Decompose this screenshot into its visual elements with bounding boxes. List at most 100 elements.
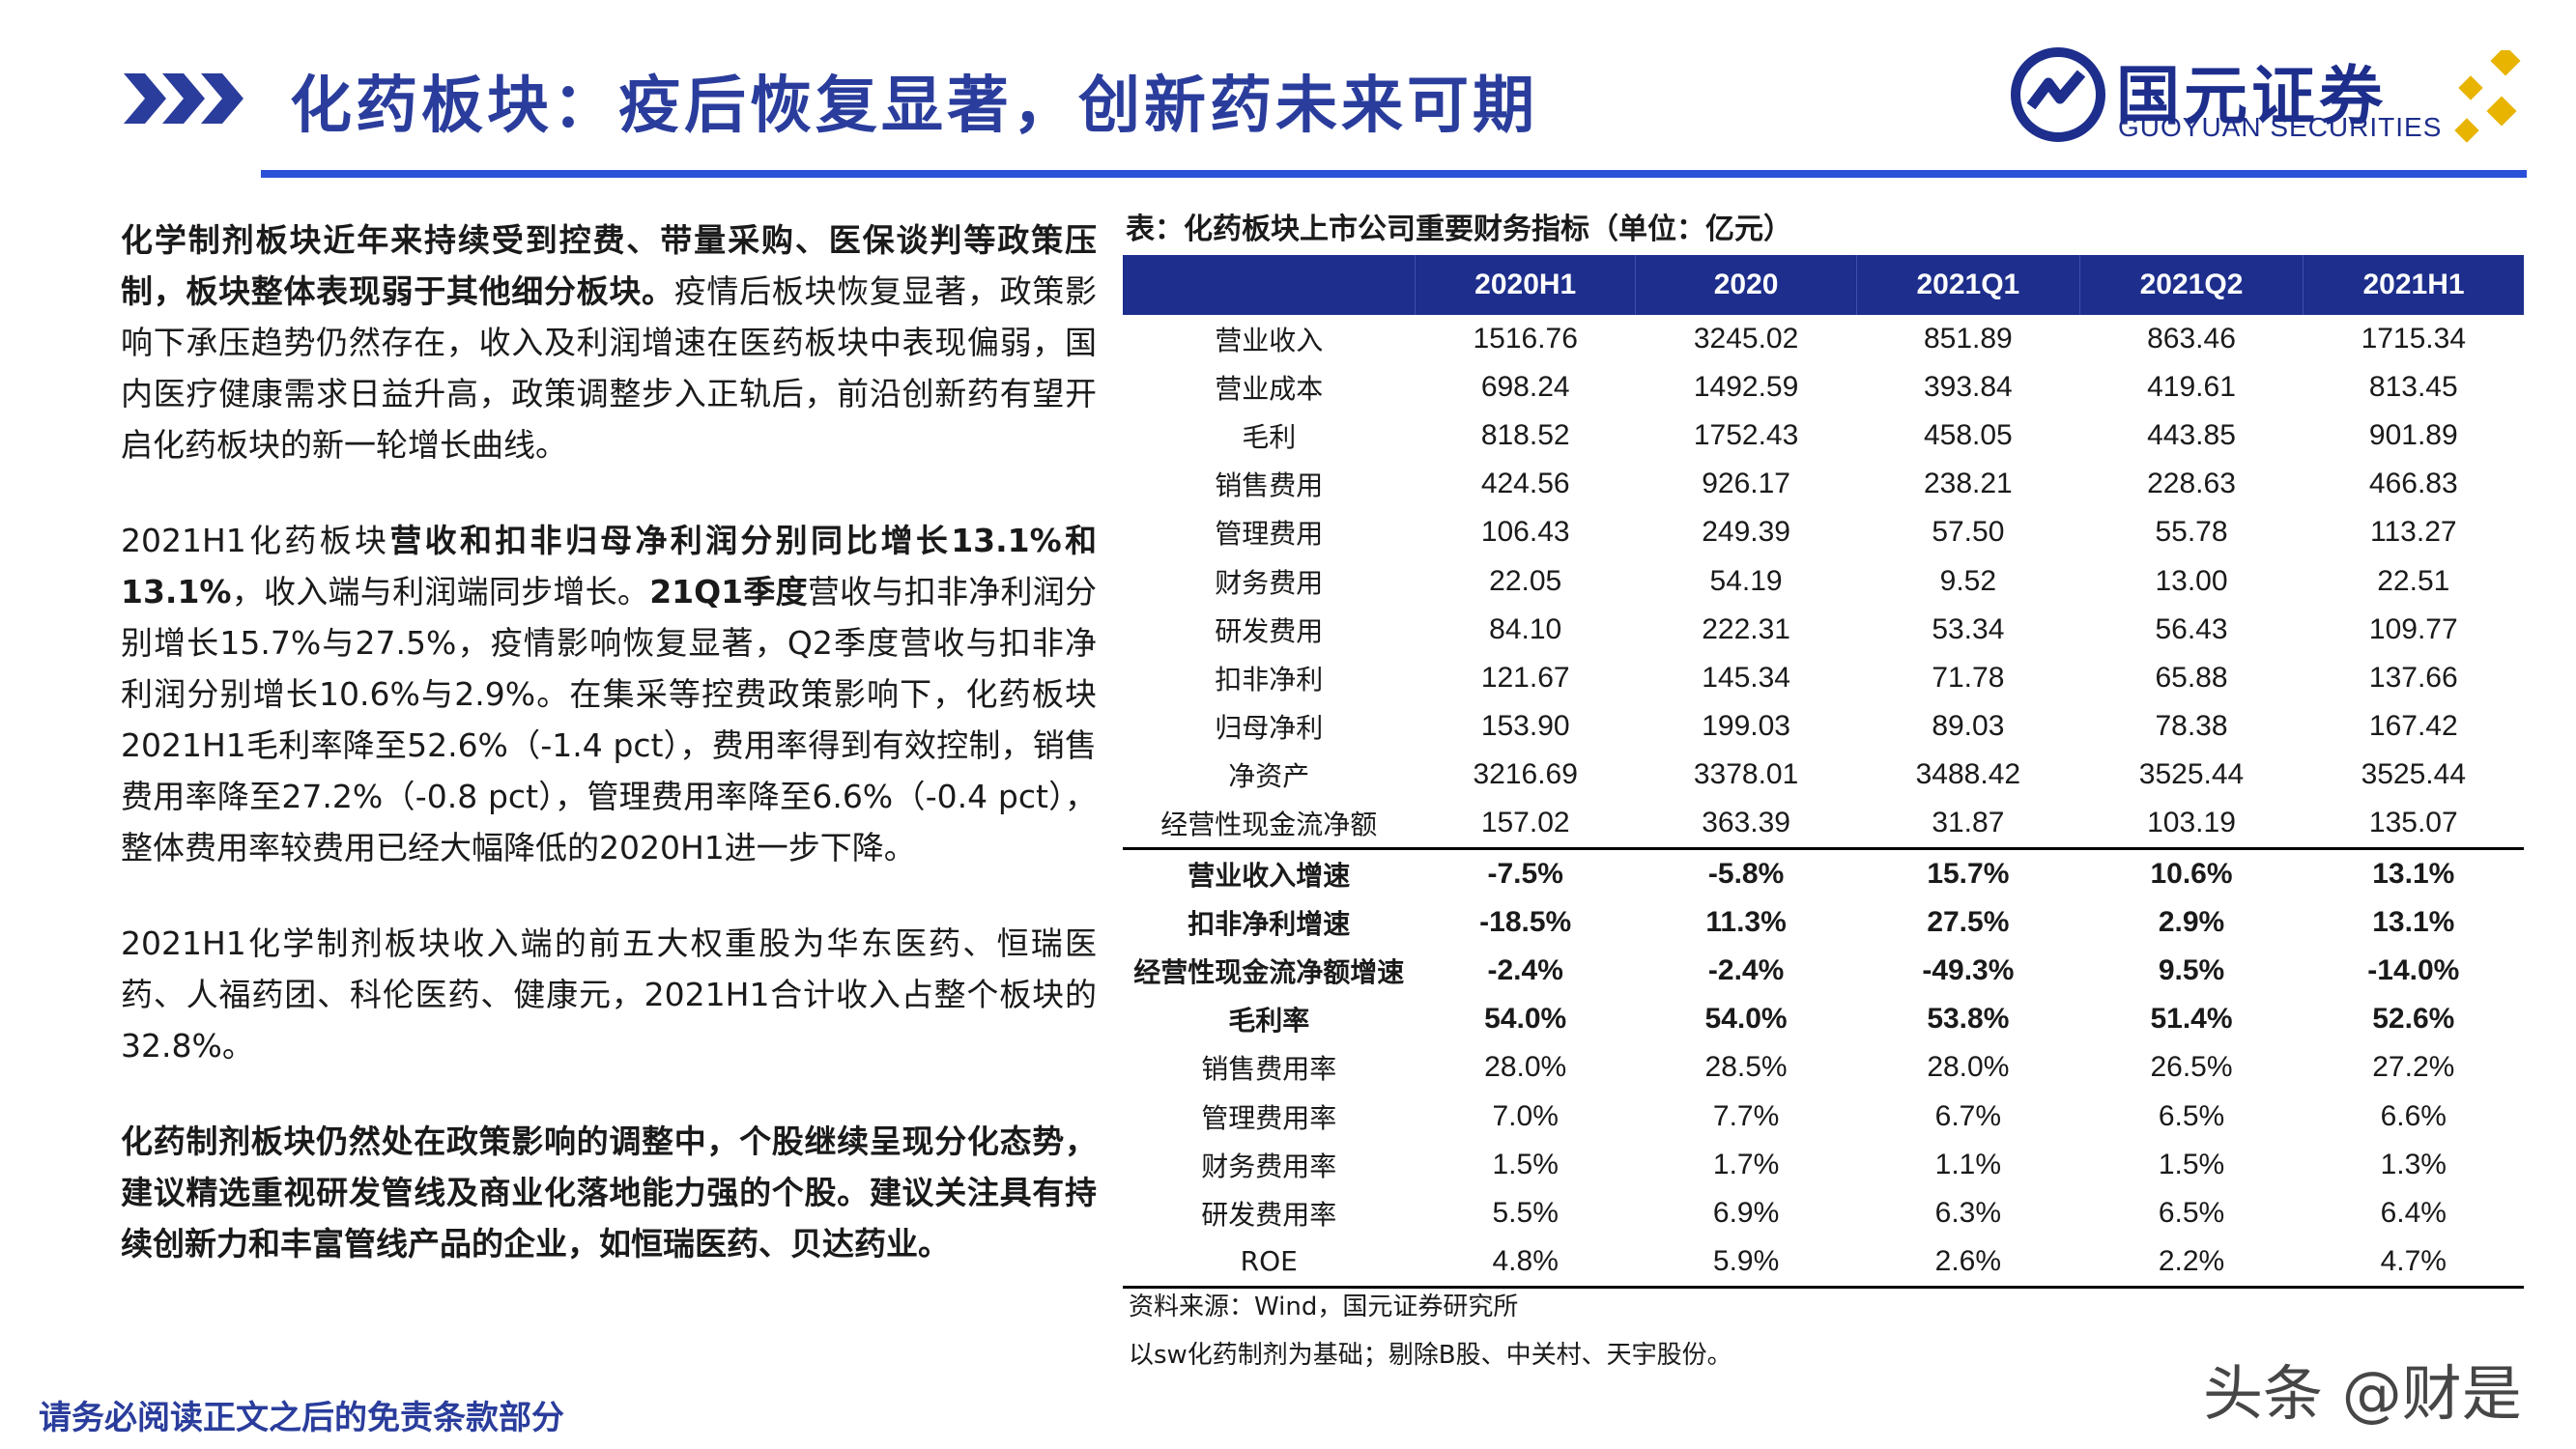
table-row: ROE 4.8% 5.9% 2.6% 2.2% 4.7% (1123, 1236, 2524, 1289)
table-cell: 926.17 (1702, 468, 1790, 500)
table-cell: 3378.01 (1693, 757, 1799, 790)
table-header-cell: 2020 (1635, 255, 1857, 315)
table-cell: 54.0% (1484, 1003, 1567, 1036)
table-row: 扣非净利 121.67 145.34 71.78 65.88 137.66 (1123, 654, 2524, 702)
table-cell: 6.6% (2380, 1099, 2447, 1132)
table-cell: 1.5% (2158, 1148, 2225, 1180)
table-header-cell: 2021H1 (2303, 255, 2524, 315)
table-cell: 818.52 (1480, 419, 1570, 452)
table-cell: 78.38 (2155, 709, 2228, 742)
table-cell: -2.4% (1707, 954, 1785, 987)
body-text: 化学制剂板块近年来持续受到控费、带量采购、医保谈判等政策压制，板块整体表现弱于其… (121, 214, 1097, 1314)
table-cell: 135.07 (2368, 806, 2458, 838)
table-cell: 7.0% (1492, 1099, 1559, 1132)
paragraph-1: 化学制剂板块近年来持续受到控费、带量采购、医保谈判等政策压制，板块整体表现弱于其… (121, 214, 1097, 470)
table-cell: 222.31 (1702, 612, 1790, 645)
paragraph-4: 化药制剂板块仍然处在政策影响的调整中，个股继续呈现分化态势，建议精选重视研发管线… (121, 1116, 1097, 1269)
table-row: 管理费用 106.43 249.39 57.50 55.78 113.27 (1123, 508, 2524, 556)
table-caption: 表：化药板块上市公司重要财务指标（单位：亿元） (1126, 213, 1792, 246)
table-note: 以sw化药制剂为基础；剔除B股、中关村、天宇股份。 (1129, 1341, 1732, 1370)
table-cell: 28.0% (1484, 1051, 1567, 1084)
table-cell: 458.05 (1923, 419, 2013, 452)
table-cell: 113.27 (2370, 516, 2457, 549)
table-cell: 9.52 (1939, 564, 1997, 597)
table-cell: 57.50 (1932, 516, 2005, 549)
table-cell: 2.6% (1856, 1236, 2080, 1289)
paragraph-2-c: ，收入端与利润端同步增长。 (231, 573, 650, 611)
table-cell: 813.45 (2368, 371, 2458, 404)
table-cell: 6.3% (1934, 1196, 2002, 1229)
table-cell: 109.77 (2368, 612, 2458, 645)
table-cell: -7.5% (1415, 847, 1636, 899)
row-label: 经营性现金流净额 (1160, 808, 1378, 840)
table-cell: 363.39 (1702, 806, 1790, 838)
table-header-cell: 2020H1 (1414, 255, 1636, 315)
table-cell: 157.02 (1480, 806, 1570, 838)
table-header-row: 2020H1 2020 2021Q1 2021Q2 2021H1 (1123, 255, 2524, 315)
table-cell: 13.00 (2155, 564, 2228, 597)
table-cell: -14.0% (2367, 954, 2460, 987)
header: 化药板块：疫后恢复显著，创新药未来可期 国元证券 GUOYUAN SECURIT… (0, 0, 2576, 184)
table-cell: 3488.42 (1915, 757, 2021, 790)
table-cell: -18.5% (1479, 906, 1572, 939)
table-cell: 3525.44 (2361, 757, 2467, 790)
table-cell: 199.03 (1702, 709, 1790, 742)
page-title: 化药板块：疫后恢复显著，创新药未来可期 (290, 70, 1538, 142)
table-cell: 28.0% (1927, 1051, 2010, 1084)
table-cell: 54.19 (1709, 564, 1783, 597)
table-cell: 1.3% (2380, 1148, 2447, 1180)
table-cell: 51.4% (2150, 1003, 2233, 1036)
row-label: 归母净利 (1215, 711, 1324, 744)
table-row: 财务费用率 1.5% 1.7% 1.1% 1.5% 1.3% (1123, 1141, 2524, 1189)
table-cell: 851.89 (1923, 323, 2013, 355)
table-cell: 4.8% (1415, 1236, 1636, 1289)
table-row: 毛利率 54.0% 54.0% 53.8% 51.4% 52.6% (1123, 995, 2524, 1043)
table-cell: 27.2% (2372, 1051, 2455, 1084)
row-label: 毛利率 (1228, 1005, 1310, 1037)
table-cell: 27.5% (1927, 906, 2010, 939)
table-row: 财务费用 22.05 54.19 9.52 13.00 22.51 (1123, 556, 2524, 605)
table-header-cell (1123, 255, 1416, 315)
table-cell: 863.46 (2147, 323, 2236, 355)
table-cell: 13.1% (2372, 906, 2455, 939)
table-cell: 3245.02 (1693, 323, 1799, 355)
table-cell: 153.90 (1480, 709, 1570, 742)
table-cell: 1492.59 (1693, 371, 1799, 404)
table-cell: 424.56 (1480, 468, 1570, 500)
table-cell: 84.10 (1489, 612, 1562, 645)
table-row: 管理费用率 7.0% 7.7% 6.7% 6.5% 6.6% (1123, 1093, 2524, 1141)
table-cell: 167.42 (2368, 709, 2458, 742)
table-cell: 228.63 (2147, 468, 2236, 500)
table-cell: 5.5% (1492, 1196, 1559, 1229)
table-row: 经营性现金流净额 157.02 363.39 31.87 103.19 135.07 (1123, 799, 2524, 849)
paragraph-2-e: 营收与扣非净利润分别增长15.7%与27.5%，疫情影响恢复显著，Q2季度营收与… (121, 573, 1098, 867)
table-cell: 901.89 (2368, 419, 2458, 452)
chevron-arrows-icon (124, 73, 243, 124)
table-cell: 121.67 (1480, 661, 1570, 694)
row-label: 研发费用 (1215, 614, 1324, 647)
financial-table: 2020H1 2020 2021Q1 2021Q2 2021H1 营业收入 151… (1123, 255, 2524, 1289)
table-cell: 4.7% (2303, 1236, 2524, 1289)
table-cell: 103.19 (2147, 806, 2236, 838)
table-header-cell: 2021Q2 (2078, 255, 2304, 315)
table-cell: -49.3% (1922, 954, 2015, 987)
table-cell: 466.83 (2368, 468, 2458, 500)
table-cell: 6.4% (2380, 1196, 2447, 1229)
table-row: 销售费用率 28.0% 28.5% 28.0% 26.5% 27.2% (1123, 1043, 2524, 1092)
logo-text-en: GUOYUAN SECURITIES (2118, 112, 2443, 142)
table-row: 经营性现金流净额增速 -2.4% -2.4% -49.3% 9.5% -14.0% (1123, 947, 2524, 995)
table-cell: 28.5% (1704, 1051, 1788, 1084)
table-row: 营业收入增速 -7.5% -5.8% 15.7% 10.6% 13.1% (1123, 847, 2524, 899)
paragraph-2-d: 21Q1季度 (649, 573, 808, 611)
table-cell: 1.5% (1492, 1148, 1559, 1180)
table-cell: 6.5% (2158, 1099, 2225, 1132)
table-cell: 6.7% (1934, 1099, 2002, 1132)
watermark: 头条 @财是 (2203, 1358, 2522, 1429)
table-cell: 56.43 (2155, 612, 2228, 645)
table-cell: 10.6% (2079, 847, 2304, 899)
table-cell: 9.5% (2158, 954, 2225, 987)
table-cell: 22.51 (2377, 564, 2450, 597)
table-cell: -2.4% (1487, 954, 1563, 987)
table-cell: 3525.44 (2138, 757, 2245, 790)
table-row: 研发费用率 5.5% 6.9% 6.3% 6.5% 6.4% (1123, 1189, 2524, 1237)
